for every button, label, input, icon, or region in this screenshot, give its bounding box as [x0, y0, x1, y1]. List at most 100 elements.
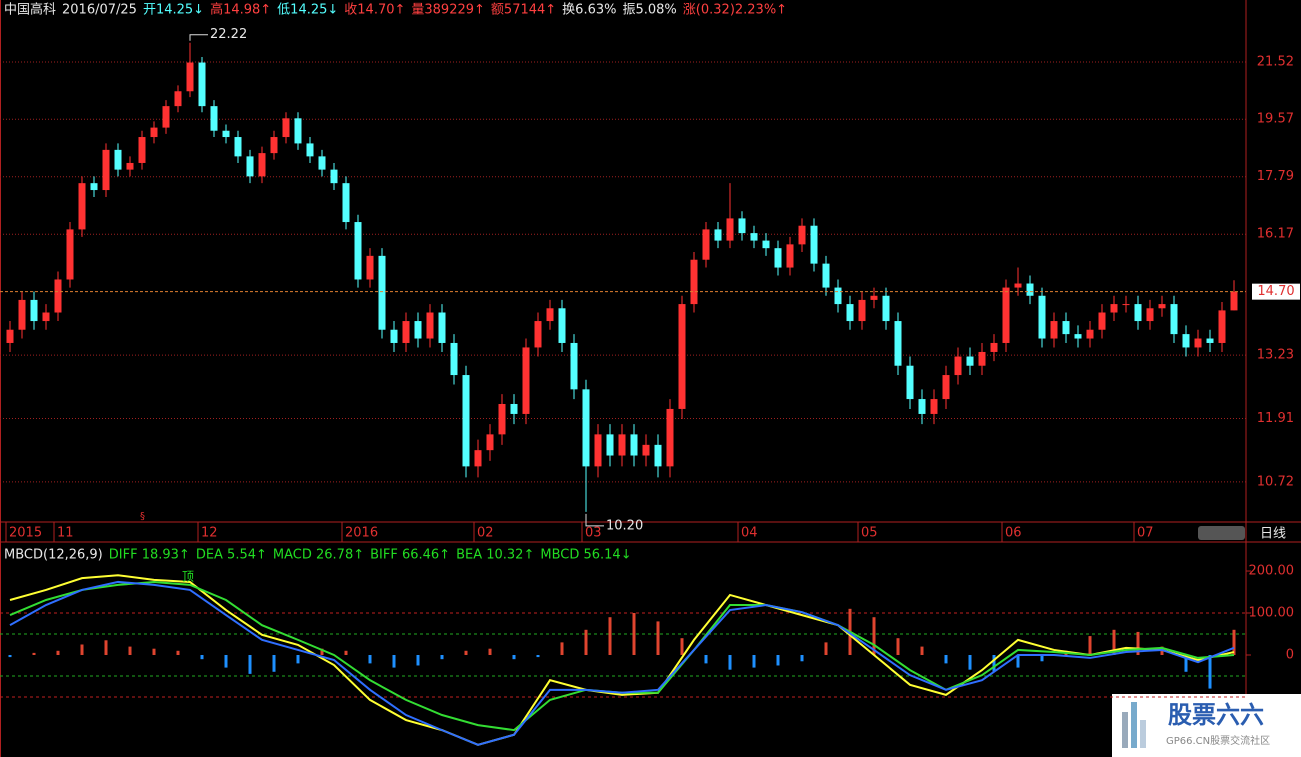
- header-item: 涨(0.32)2.23%↑: [683, 3, 787, 18]
- period-label: 日线: [1260, 527, 1286, 542]
- candle-body: [234, 137, 242, 157]
- candle-body: [1206, 338, 1214, 343]
- candle-body: [1146, 308, 1154, 322]
- indicator-line: [9, 580, 1235, 732]
- candle-body: [78, 183, 86, 230]
- candle-body: [390, 329, 398, 343]
- candle-body: [366, 255, 374, 280]
- max-label: 22.22: [210, 27, 247, 42]
- x-tick-label: 11: [57, 526, 74, 541]
- candle-body: [594, 434, 602, 467]
- x-tick-label: 06: [1005, 526, 1022, 541]
- y-tick-label: 100.00: [1249, 606, 1295, 621]
- candle-body: [810, 225, 818, 264]
- candle-body: [522, 347, 530, 414]
- header-item: 换6.63%: [562, 3, 616, 18]
- candle-body: [738, 218, 746, 234]
- candle-body: [1170, 304, 1178, 335]
- header-item: BIFF 66.46↑: [370, 548, 450, 563]
- candle-body: [174, 91, 182, 107]
- candle-body: [870, 295, 878, 300]
- candle-body: [954, 356, 962, 376]
- candle-body: [90, 183, 98, 191]
- candle-body: [30, 299, 38, 322]
- candle-body: [198, 62, 206, 107]
- y-tick-label: 16.17: [1257, 227, 1294, 242]
- candle-body: [330, 169, 338, 184]
- candle-body: [702, 229, 710, 260]
- candle-body: [378, 255, 386, 330]
- indicator-line: [9, 574, 1235, 746]
- last-price-box: [1252, 283, 1300, 300]
- candle-body: [978, 351, 986, 366]
- candle-body: [798, 225, 806, 245]
- candle-body: [666, 408, 674, 467]
- candle-body: [354, 222, 362, 280]
- header-item: 收14.70↑: [344, 3, 405, 18]
- candle-body: [510, 403, 518, 414]
- candle-body: [618, 434, 626, 456]
- min-leader: [585, 513, 604, 527]
- candle-body: [990, 342, 998, 352]
- marker: §: [140, 511, 145, 522]
- candle-body: [1110, 304, 1118, 313]
- header-item: 低14.25↓: [277, 3, 338, 18]
- header-item: 开14.25↓: [143, 3, 204, 18]
- candle-body: [1002, 287, 1010, 343]
- candle-body: [18, 299, 26, 330]
- candle-body: [294, 118, 302, 144]
- max-leader: [189, 34, 208, 41]
- candle-body: [114, 149, 122, 170]
- candle-body: [786, 244, 794, 268]
- scrollbar[interactable]: [1198, 526, 1245, 540]
- candle-body: [1050, 321, 1058, 339]
- y-tick-label: 13.23: [1257, 348, 1294, 363]
- y-tick-label: 10.72: [1257, 474, 1294, 489]
- candle-body: [690, 259, 698, 305]
- header-item: MBCD(12,26,9): [4, 548, 103, 563]
- candle-body: [714, 229, 722, 241]
- header-item: 2016/07/25: [62, 3, 137, 18]
- header-item: 额57144↑: [491, 3, 556, 18]
- candle-body: [942, 375, 950, 400]
- min-label: 10.20: [606, 518, 643, 533]
- candle-body: [306, 143, 314, 157]
- x-tick-label: 12: [201, 526, 218, 541]
- candle-body: [222, 130, 230, 138]
- candle-body: [1014, 283, 1022, 288]
- y-tick-label: 21.52: [1257, 54, 1294, 69]
- candle-body: [414, 321, 422, 339]
- candle-body: [846, 304, 854, 322]
- candle-body: [246, 156, 254, 177]
- candle-body: [1194, 338, 1202, 348]
- candle-body: [1122, 304, 1130, 306]
- header-item: 高14.98↑: [210, 2, 271, 18]
- y-tick-label: 0: [1286, 647, 1294, 662]
- candle-body: [66, 229, 74, 280]
- y-tick-label: 11.91: [1257, 411, 1294, 426]
- candle-body: [570, 342, 578, 390]
- candle-body: [126, 162, 134, 170]
- header-item: DIFF 18.93↑: [109, 548, 190, 563]
- candle-body: [462, 375, 470, 467]
- candle-body: [186, 62, 194, 92]
- header-item: 振5.08%: [622, 3, 676, 18]
- y-tick-label: 200.00: [1249, 564, 1295, 579]
- candle-body: [918, 399, 926, 414]
- candle-body: [270, 137, 278, 154]
- candle-body: [150, 127, 158, 138]
- x-tick-label: 04: [741, 526, 758, 541]
- candle-body: [486, 434, 494, 451]
- candle-body: [558, 308, 566, 343]
- header-item: BEA 10.32↑: [456, 548, 534, 563]
- candle-body: [1098, 312, 1106, 330]
- watermark: 股票六六: [1168, 701, 1264, 729]
- candle-body: [450, 342, 458, 376]
- header-item: 中国高科: [4, 2, 56, 18]
- candle-body: [894, 321, 902, 366]
- candle-body: [678, 304, 686, 409]
- candle-body: [966, 356, 974, 366]
- candle-body: [546, 308, 554, 322]
- x-tick-label: 2016: [345, 526, 378, 541]
- x-tick-label: 02: [477, 526, 494, 541]
